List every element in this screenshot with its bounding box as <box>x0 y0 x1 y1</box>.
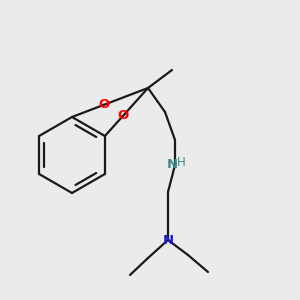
Text: O: O <box>98 98 110 111</box>
Text: N: N <box>162 233 174 247</box>
Text: O: O <box>117 109 129 122</box>
Text: N: N <box>167 158 178 172</box>
Text: H: H <box>177 157 185 169</box>
